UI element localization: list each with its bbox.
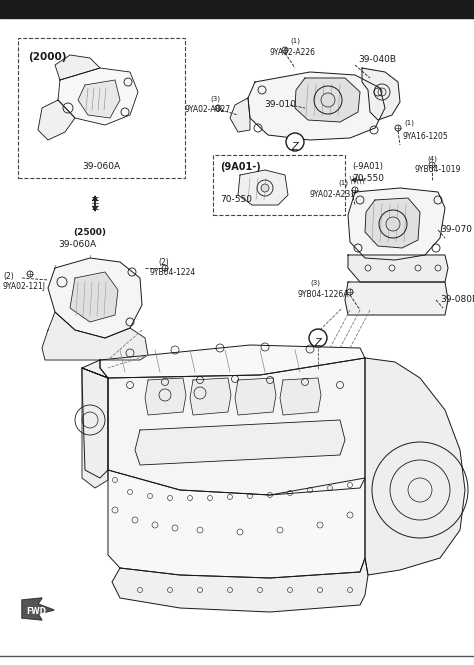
Text: 39-080D: 39-080D — [440, 295, 474, 304]
Polygon shape — [135, 420, 345, 465]
Text: (3): (3) — [310, 280, 320, 287]
Text: 70-550: 70-550 — [220, 195, 252, 204]
Text: 9YA02-A027: 9YA02-A027 — [185, 105, 231, 114]
Text: 39-040B: 39-040B — [358, 55, 396, 64]
Bar — [213, 155, 345, 215]
Polygon shape — [348, 255, 448, 282]
Polygon shape — [112, 558, 368, 612]
Text: 9YA02-121J: 9YA02-121J — [3, 282, 46, 291]
Polygon shape — [82, 360, 108, 478]
Polygon shape — [42, 312, 148, 360]
Text: (2500): (2500) — [73, 228, 106, 237]
Circle shape — [386, 217, 400, 231]
Text: (1): (1) — [404, 120, 414, 126]
Polygon shape — [108, 470, 365, 578]
Text: (1): (1) — [338, 180, 348, 186]
Polygon shape — [295, 78, 360, 122]
Polygon shape — [82, 368, 108, 488]
Text: Z: Z — [315, 338, 321, 348]
Text: 9YB04-1226A: 9YB04-1226A — [298, 290, 349, 299]
Polygon shape — [22, 598, 54, 620]
Text: (4): (4) — [427, 155, 437, 162]
Text: (2): (2) — [3, 272, 14, 281]
Polygon shape — [70, 272, 118, 322]
Polygon shape — [348, 188, 445, 260]
Bar — [0, 0, 474, 18]
Polygon shape — [230, 98, 250, 132]
Text: 9YA02-A231: 9YA02-A231 — [310, 190, 356, 199]
Polygon shape — [238, 170, 288, 205]
Polygon shape — [82, 358, 365, 495]
Text: 9YA02-A226: 9YA02-A226 — [270, 48, 316, 57]
Text: (1): (1) — [290, 38, 300, 45]
Polygon shape — [48, 258, 142, 338]
Text: 9YB04-1224: 9YB04-1224 — [150, 268, 196, 277]
Polygon shape — [362, 68, 400, 120]
Text: 9YA16-1205: 9YA16-1205 — [403, 132, 449, 141]
Polygon shape — [145, 378, 186, 415]
Polygon shape — [280, 378, 321, 415]
Polygon shape — [55, 55, 100, 80]
Bar — [0, 0, 474, 14]
Circle shape — [261, 184, 269, 192]
Circle shape — [309, 329, 327, 347]
Text: 39-060A: 39-060A — [58, 240, 96, 249]
Text: (2000): (2000) — [28, 52, 66, 62]
Polygon shape — [248, 72, 385, 140]
Circle shape — [286, 133, 304, 151]
Polygon shape — [78, 80, 120, 118]
Text: 39-070: 39-070 — [440, 225, 472, 234]
Polygon shape — [365, 358, 465, 575]
Text: 9YB04-1019: 9YB04-1019 — [415, 165, 461, 174]
Polygon shape — [235, 378, 276, 415]
Text: 39-010: 39-010 — [264, 100, 296, 109]
Polygon shape — [38, 100, 75, 140]
Polygon shape — [365, 198, 420, 248]
Text: 39-060A: 39-060A — [82, 162, 120, 171]
Bar — [18, 38, 185, 178]
Text: (3): (3) — [210, 96, 220, 102]
Text: FWD: FWD — [26, 608, 46, 616]
Text: (-9A01): (-9A01) — [352, 162, 383, 171]
Text: Z: Z — [292, 142, 298, 152]
Polygon shape — [345, 282, 448, 315]
Polygon shape — [58, 68, 138, 125]
Polygon shape — [100, 345, 365, 378]
Text: (2): (2) — [158, 258, 169, 267]
Text: (9A01-): (9A01-) — [220, 162, 261, 172]
Circle shape — [321, 93, 335, 107]
Polygon shape — [190, 378, 231, 415]
Text: 70-550: 70-550 — [352, 174, 384, 183]
